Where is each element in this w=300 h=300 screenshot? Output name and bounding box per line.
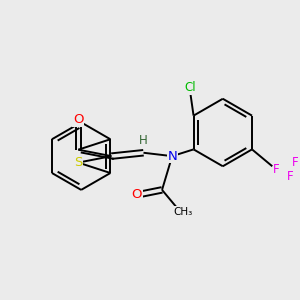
Text: Cl: Cl <box>184 81 196 94</box>
Text: CH₃: CH₃ <box>174 207 193 217</box>
Text: O: O <box>131 188 142 201</box>
Text: F: F <box>292 156 298 169</box>
Text: F: F <box>273 163 280 176</box>
Text: N: N <box>167 150 177 163</box>
Text: F: F <box>287 169 293 183</box>
Text: S: S <box>74 156 82 169</box>
Text: H: H <box>139 134 148 147</box>
Text: O: O <box>73 113 83 126</box>
